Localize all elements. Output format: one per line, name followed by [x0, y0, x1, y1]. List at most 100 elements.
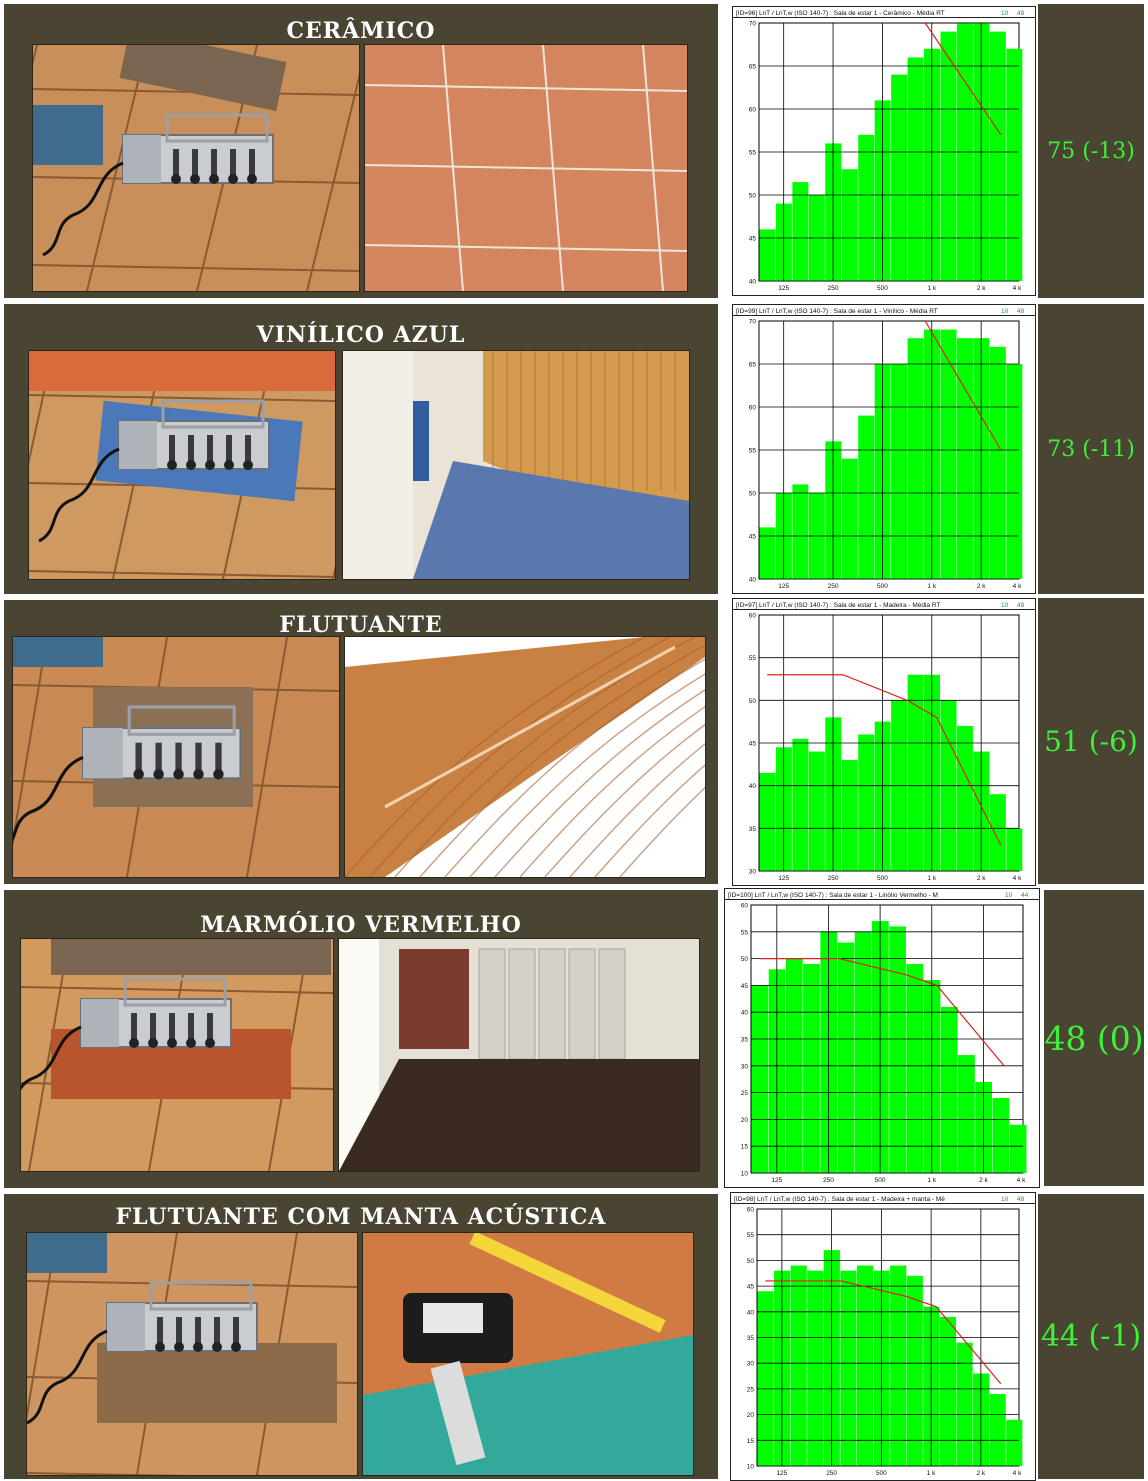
- tapping-machine-on-red-linoleum-photo: [21, 939, 333, 1171]
- y-tick-label: 55: [749, 655, 757, 662]
- section-flutuante-manta: FLUTUANTE COM MANTA ACÚSTICA [ID=98] LnT…: [0, 1190, 1148, 1481]
- chart-box: [ID=96] LnT / LnT,w (ISO 140-7) : Sala d…: [732, 6, 1036, 296]
- bar: [1006, 1419, 1023, 1466]
- x-tick-label: 1 k: [927, 1470, 936, 1477]
- chart-header-value: 48: [1017, 10, 1025, 17]
- y-tick-label: 10: [741, 1171, 749, 1178]
- chart-header-value: 48: [1017, 1196, 1025, 1203]
- x-tick-label: 1 k: [927, 285, 936, 292]
- y-tick-label: 45: [749, 236, 757, 243]
- y-tick-label: 20: [747, 1412, 755, 1419]
- y-tick-label: 60: [749, 405, 757, 412]
- y-tick-label: 25: [741, 1090, 749, 1097]
- x-tick-label: 2 k: [977, 875, 986, 882]
- tapping-machine-icon: [42, 113, 274, 257]
- bar: [956, 338, 973, 579]
- bar: [1009, 1124, 1027, 1173]
- y-tick-label: 20: [741, 1117, 749, 1124]
- y-tick-label: 55: [749, 448, 757, 455]
- ceramic-tile-floor-photo: [365, 45, 687, 291]
- tapping-machine-icon: [21, 977, 232, 1091]
- y-tick-label: 60: [741, 903, 749, 910]
- result-panel: 75 (-13): [1038, 4, 1144, 298]
- photo-right: [364, 44, 688, 292]
- section-panel: FLUTUANTE: [4, 600, 718, 884]
- section-title: VINÍLICO AZUL: [256, 322, 466, 348]
- y-tick-label: 45: [749, 741, 757, 748]
- x-tick-label: 2 k: [977, 1470, 986, 1477]
- bar: [792, 484, 809, 579]
- reference-curve: [924, 320, 1002, 451]
- y-tick-label: 40: [747, 1309, 755, 1316]
- photo-right: [342, 350, 690, 580]
- bar: [757, 1291, 774, 1466]
- y-tick-label: 50: [749, 193, 757, 200]
- result-panel: 48 (0): [1044, 890, 1144, 1186]
- bar: [841, 169, 858, 281]
- chart-box: [ID=97] LnT / LnT,w (ISO 140-7) : Sala d…: [732, 598, 1036, 886]
- reference-curve: [767, 674, 1002, 846]
- bar: [840, 1270, 857, 1466]
- chart-box: [ID=99] LnT / LnT,w (ISO 140-7) : Sala d…: [732, 304, 1036, 594]
- bar: [854, 931, 872, 1173]
- x-tick-label: 4 k: [1013, 1470, 1022, 1477]
- empty-room-dark-floor-photo: [339, 939, 699, 1171]
- section-panel: CERÂMICO: [4, 4, 718, 298]
- photo-left: [26, 1232, 358, 1476]
- x-tick-label: 4 k: [1013, 583, 1022, 590]
- x-tick-label: 1 k: [927, 1177, 936, 1184]
- reference-curve: [759, 957, 1005, 1067]
- y-tick-label: 65: [749, 362, 757, 369]
- result-panel: 51 (-6): [1038, 598, 1144, 884]
- section-marmolio-vermelho: MARMÓLIO VERMELHO [ID=100] LnT / LnT,w (…: [0, 886, 1148, 1190]
- tapping-machine-icon: [38, 399, 270, 543]
- bar: [989, 794, 1006, 871]
- x-tick-label: 125: [778, 583, 789, 590]
- x-tick-label: 500: [877, 875, 888, 882]
- bar: [906, 1275, 923, 1466]
- y-tick-label: 35: [741, 1037, 749, 1044]
- chart-header-value: 44: [1021, 892, 1029, 899]
- bar: [989, 31, 1006, 281]
- y-tick-label: 50: [741, 956, 749, 963]
- y-tick-label: 50: [749, 698, 757, 705]
- x-tick-label: 500: [877, 285, 888, 292]
- y-tick-label: 55: [741, 929, 749, 936]
- photo-right: [338, 938, 700, 1172]
- x-tick-label: 4 k: [1013, 285, 1022, 292]
- section-title: FLUTUANTE: [279, 612, 443, 638]
- tapping-machine-icon: [27, 1281, 258, 1425]
- chart-box: [ID=98] LnT / LnT,w (ISO 140-7) : Sala d…: [730, 1192, 1036, 1481]
- bar: [940, 31, 957, 281]
- x-tick-label: 500: [877, 583, 888, 590]
- tapping-machine-on-underlay-photo: [27, 1233, 357, 1475]
- y-tick-label: 45: [747, 1284, 755, 1291]
- section-panel: FLUTUANTE COM MANTA ACÚSTICA: [4, 1194, 718, 1479]
- photo-left: [12, 636, 340, 878]
- section-vinilico-azul: VINÍLICO AZUL [ID=99] LnT / LnT,w (ISO 1…: [0, 300, 1148, 596]
- bar: [803, 963, 820, 1173]
- bar: [759, 772, 776, 871]
- y-tick-label: 40: [749, 783, 757, 790]
- section-ceramico: CERÂMICO [ID=96] LnT / LnT,w (ISO 140-7)…: [0, 0, 1148, 300]
- photo-right: [362, 1232, 694, 1476]
- y-tick-label: 15: [741, 1144, 749, 1151]
- bar: [940, 329, 957, 579]
- bar: [956, 1342, 973, 1466]
- bar: [858, 734, 875, 871]
- chart-header: [ID=97] LnT / LnT,w (ISO 140-7) : Sala d…: [736, 602, 940, 609]
- y-tick-label: 65: [749, 64, 757, 71]
- bar: [906, 963, 924, 1173]
- bar: [790, 1265, 807, 1466]
- chart-svg: [ID=97] LnT / LnT,w (ISO 140-7) : Sala d…: [733, 602, 1035, 882]
- section-title: FLUTUANTE COM MANTA ACÚSTICA: [115, 1204, 607, 1230]
- x-tick-label: 125: [778, 875, 789, 882]
- y-tick-label: 35: [749, 826, 757, 833]
- bar: [958, 1055, 975, 1173]
- photo-left: [28, 350, 336, 580]
- chart-header: [ID=100] LnT / LnT,w (ISO 140-7) : Sala …: [728, 892, 938, 899]
- chart-svg: [ID=96] LnT / LnT,w (ISO 140-7) : Sala d…: [733, 10, 1035, 292]
- y-tick-label: 60: [747, 1207, 755, 1214]
- bar: [759, 229, 776, 281]
